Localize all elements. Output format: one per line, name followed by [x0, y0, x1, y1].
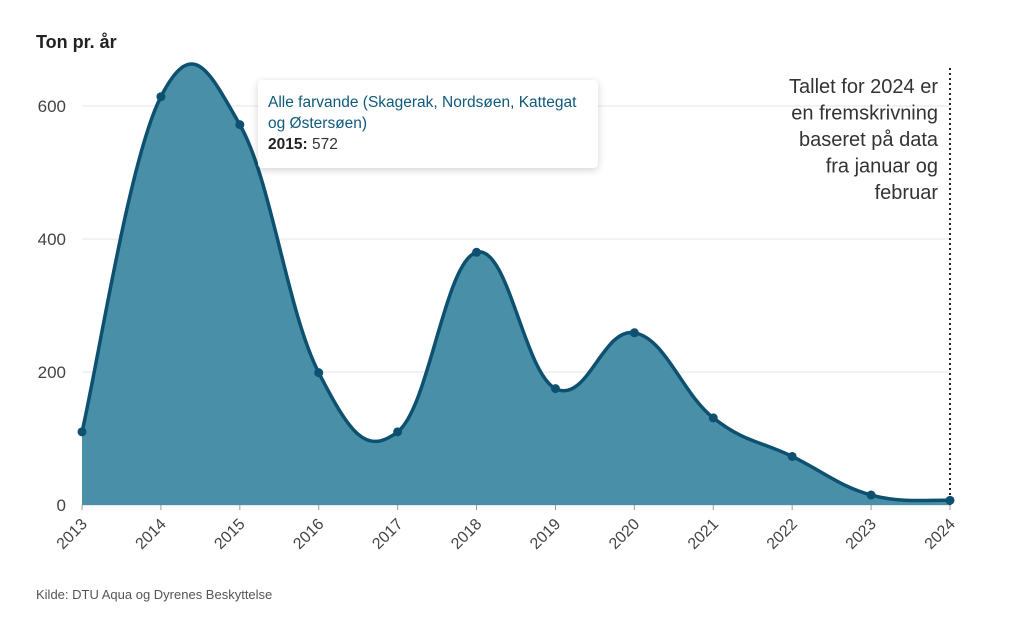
x-tick-label: 2023	[843, 516, 880, 553]
projection-annotation: Tallet for 2024 er en fremskrivning basere…	[789, 76, 939, 204]
y-tick-label: 200	[38, 363, 66, 382]
x-tick-labels: 2013 2014 2015 2016 2017 2018 2019 2020 2021 2022…	[54, 505, 959, 553]
tooltip: Alle farvande (Skagerak, Nordsøen, Katte…	[258, 80, 598, 168]
y-tick-labels: 0 200 400 600	[38, 97, 66, 515]
data-point	[314, 368, 324, 378]
data-point	[235, 120, 245, 130]
series-area	[82, 63, 950, 505]
annotation-line: fra januar og	[826, 156, 938, 178]
data-point	[945, 495, 955, 505]
data-point	[787, 451, 797, 461]
annotation-line: en fremskrivning	[791, 103, 938, 125]
y-tick-label: 0	[57, 496, 66, 515]
annotation-line: baseret på data	[799, 129, 939, 151]
x-tick-label: 2022	[764, 516, 801, 553]
data-point	[156, 92, 166, 102]
x-tick-label: 2019	[527, 516, 564, 553]
data-point	[550, 384, 560, 394]
data-point	[77, 427, 87, 437]
tooltip-year: 2015:	[268, 136, 308, 153]
x-tick-label: 2016	[290, 516, 327, 553]
x-tick-label: 2013	[54, 516, 91, 553]
annotation-line: februar	[875, 182, 939, 204]
x-tick-label: 2024	[922, 516, 959, 553]
tooltip-value-row: 2015: 572	[268, 134, 588, 155]
x-tick-label: 2015	[211, 516, 248, 553]
y-axis-title: Ton pr. år	[36, 32, 117, 52]
data-point	[866, 490, 876, 500]
data-point	[393, 427, 403, 437]
data-point	[472, 247, 482, 257]
x-tick-label: 2020	[606, 516, 643, 553]
x-tick-label: 2021	[685, 516, 722, 553]
source-note: Kilde: DTU Aqua og Dyrenes Beskyttelse	[36, 587, 272, 602]
tooltip-value: 572	[311, 136, 338, 153]
data-point	[708, 413, 718, 423]
x-tick-label: 2014	[133, 516, 170, 553]
series-line	[80, 62, 951, 503]
data-points	[77, 92, 955, 505]
tooltip-series-name: Alle farvande (Skagerak, Nordsøen, Katte…	[268, 94, 577, 132]
x-tick-label: 2017	[369, 516, 406, 553]
annotation-line: Tallet for 2024 er	[789, 76, 938, 98]
y-tick-label: 600	[38, 97, 66, 116]
y-tick-label: 400	[38, 230, 66, 249]
x-tick-label: 2018	[448, 516, 485, 553]
data-point	[629, 328, 639, 338]
